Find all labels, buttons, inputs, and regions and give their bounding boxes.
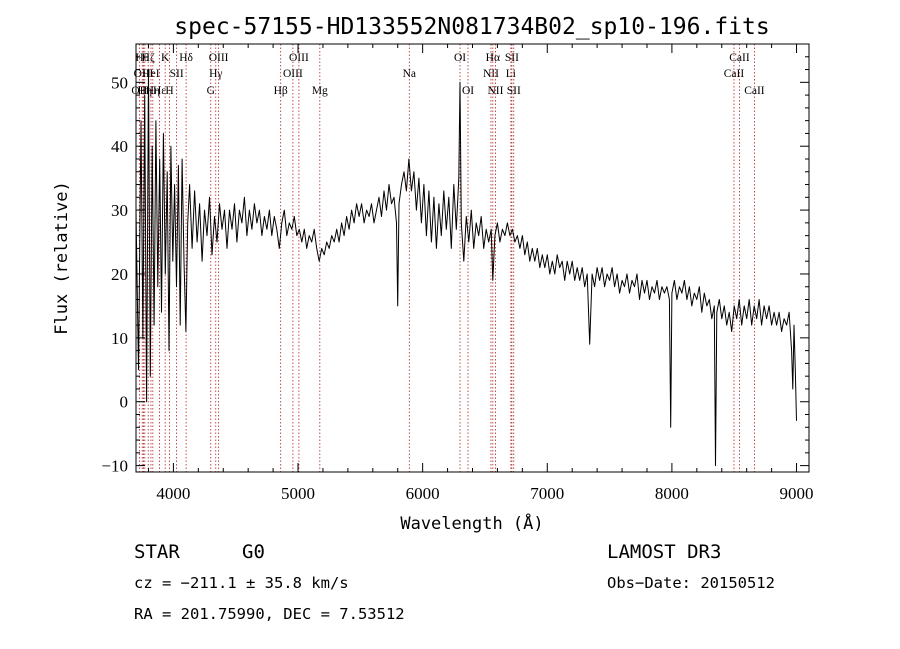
x-tick-label-1: 5000 (281, 484, 315, 503)
y-tick-label-1: 0 (120, 393, 129, 412)
flux-line (135, 69, 797, 467)
line-marker-label-18: Mg (312, 85, 328, 97)
y-tick-label-3: 20 (111, 265, 128, 284)
line-marker-label-8: K (161, 52, 170, 64)
y-tick-label-2: 10 (111, 329, 128, 348)
line-marker-label-29: CaII (729, 52, 750, 64)
coordinates: RA = 201.75990, DEC = 7.53512 (134, 605, 405, 623)
observation-date: Obs−Date: 20150512 (607, 574, 775, 592)
x-tick-label-2: 6000 (406, 484, 440, 503)
line-marker-label-15: Hβ (274, 85, 288, 97)
x-tick-label-4: 8000 (655, 484, 689, 503)
line-marker-label-26: SII (505, 52, 519, 64)
x-tick-label-0: 4000 (156, 484, 190, 503)
line-marker-label-13: Hγ (209, 68, 222, 80)
y-axis: −10 0 10 20 30 40 50 (101, 56, 809, 476)
line-marker-label-4: Hζ (142, 52, 155, 64)
redshift-cz: cz = −211.1 ± 35.8 km/s (134, 574, 349, 592)
line-marker-label-23: Hα (486, 52, 500, 64)
y-tick-label-4: 30 (111, 201, 128, 220)
line-marker-label-24: NII (487, 85, 503, 97)
line-markers: OIIHθOIIIHηHζHeIHηHεKHSIIHδGHγOIIIHβOIII… (131, 44, 765, 472)
line-marker-label-25: Li (506, 68, 516, 80)
object-class: STAR (134, 541, 180, 563)
line-marker-label-27: SII (507, 85, 521, 97)
line-marker-label-28: CaII (724, 68, 745, 80)
y-tick-label-6: 50 (111, 73, 128, 92)
line-marker-label-9: H (165, 85, 173, 97)
line-marker-label-6: Hη (146, 85, 160, 97)
line-marker-label-10: SII (170, 68, 184, 80)
line-marker-label-20: OI (454, 52, 466, 64)
y-tick-label-5: 40 (111, 137, 128, 156)
line-marker-label-21: OI (462, 85, 474, 97)
line-marker-label-30: CaII (744, 85, 765, 97)
line-marker-label-16: OIII (283, 68, 303, 80)
line-marker-label-14: OIII (209, 52, 229, 64)
plot-frame (135, 43, 810, 473)
line-marker-label-17: OIII (289, 52, 309, 64)
chart-title: spec-57155-HD133552N081734B02_sp10-196.f… (174, 14, 769, 40)
survey-name: LAMOST DR3 (607, 541, 721, 563)
line-marker-label-1: Hθ (135, 52, 149, 64)
line-marker-label-12: G (207, 85, 215, 97)
x-tick-label-3: 7000 (530, 484, 564, 503)
line-marker-label-19: Na (403, 68, 416, 80)
x-axis: 4000 5000 6000 7000 8000 9000 (147, 44, 814, 503)
y-axis-label: Flux (relative) (52, 181, 72, 335)
line-marker-label-22: NII (483, 68, 499, 80)
y-tick-label-0: −10 (101, 457, 128, 476)
line-marker-label-5: HeI (142, 68, 159, 80)
x-tick-label-5: 9000 (780, 484, 814, 503)
spectrum-series (135, 69, 797, 467)
x-axis-label: Wavelength (Å) (400, 512, 543, 534)
line-marker-label-11: Hδ (179, 52, 193, 64)
line-marker-label-7: Hε (153, 85, 166, 97)
object-subclass: G0 (242, 541, 265, 563)
